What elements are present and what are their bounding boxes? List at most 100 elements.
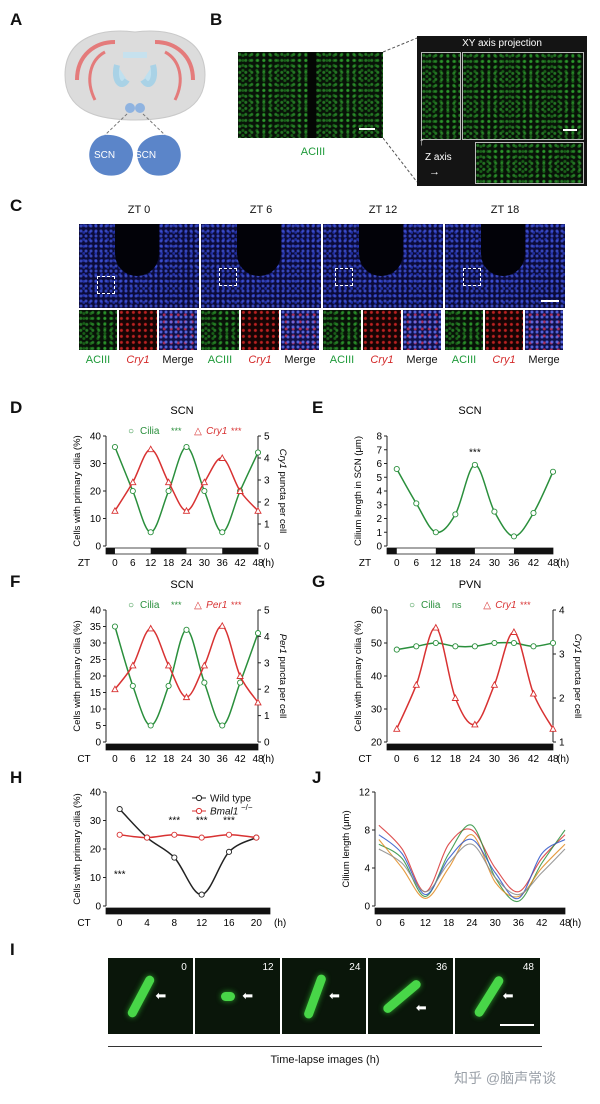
x-tick-label: 42 xyxy=(536,918,548,929)
cilium xyxy=(126,974,157,1019)
time-lapse-divider xyxy=(108,1046,542,1047)
y-tick-label: 0 xyxy=(95,738,101,749)
x-axis-prefix: CT xyxy=(77,754,90,765)
chart-title: SCN xyxy=(170,579,193,591)
panel-i-strip: ⬅ 0 ⬅ 12 ⬅ 24 ⬅ 36 ⬅ 48 xyxy=(108,958,542,1034)
x-axis-unit: (h) xyxy=(262,558,274,569)
scale-bar xyxy=(499,1024,534,1026)
data-point xyxy=(171,854,178,861)
y-tick-label: 4 xyxy=(376,487,382,498)
timepoint-label: ZT 6 xyxy=(249,204,273,216)
channel-label: Merge xyxy=(528,354,560,366)
frame-time-label: 12 xyxy=(262,962,274,973)
y-axis-label: Cells with primary cilia (%) xyxy=(72,620,83,731)
panel-label-b: B xyxy=(210,10,223,29)
y2-tick-label: 5 xyxy=(264,432,270,443)
x-tick-label: 36 xyxy=(217,558,229,569)
x-tick-label: 48 xyxy=(559,918,571,929)
data-point xyxy=(198,891,205,898)
y-tick-label: 10 xyxy=(90,705,102,716)
left-arrow-icon: ⬅ xyxy=(415,1000,427,1015)
y-tick-label: 0 xyxy=(376,542,382,553)
channel-label: Cry1 xyxy=(248,354,272,366)
yz-projection-image xyxy=(421,52,461,140)
data-point xyxy=(146,624,155,632)
series-line xyxy=(119,833,257,839)
zoom-region-box xyxy=(219,268,237,286)
data-point xyxy=(549,639,557,647)
chart-title: SCN xyxy=(458,405,481,417)
legend-significance: *** xyxy=(231,426,242,436)
data-point xyxy=(225,831,233,838)
channel-image-2 xyxy=(403,310,441,350)
x-tick-label: 36 xyxy=(508,558,520,569)
data-point xyxy=(200,661,209,669)
x-axis-unit: (h) xyxy=(262,754,274,765)
time-lapse-frame: ⬅ 0 xyxy=(108,958,193,1034)
panel-label-a: A xyxy=(10,10,23,29)
timepoint-label: ZT 12 xyxy=(368,204,398,216)
timepoint-label: ZT 18 xyxy=(490,204,520,216)
y-axis-label: Cells with primary cilia (%) xyxy=(72,435,83,546)
series-line xyxy=(378,824,566,902)
frame-time-label: 48 xyxy=(522,962,534,973)
cilium xyxy=(302,973,328,1020)
data-point xyxy=(116,806,123,813)
data-point xyxy=(171,831,178,838)
time-lapse-frame: ⬅ 12 xyxy=(194,958,280,1034)
data-point xyxy=(412,680,421,688)
data-point xyxy=(218,621,226,629)
legend-significance: *** xyxy=(520,600,531,610)
channel-image-2 xyxy=(159,310,197,350)
data-point xyxy=(116,831,123,838)
y-tick-label: 8 xyxy=(376,432,382,443)
x-tick-label: 12 xyxy=(145,558,157,569)
third-ventricle xyxy=(237,224,281,276)
time-lapse-frame: ⬅ 48 xyxy=(455,958,540,1034)
legend-marker: △ xyxy=(194,426,202,437)
y-tick-label: 1 xyxy=(376,528,382,539)
data-point xyxy=(237,679,244,686)
legend-significance: ns xyxy=(452,600,462,610)
data-point xyxy=(236,672,244,679)
data-point xyxy=(129,487,136,495)
data-point xyxy=(529,689,538,697)
y-tick-label: 40 xyxy=(371,672,383,683)
zoom-region-box xyxy=(335,268,353,286)
legend-significance: *** xyxy=(171,426,182,436)
time-lapse-caption: Time-lapse images (h) xyxy=(270,1054,380,1066)
channel-image-1 xyxy=(119,310,157,350)
dark-bar xyxy=(106,908,270,914)
panel-label-e: E xyxy=(312,398,324,417)
data-point xyxy=(147,722,154,729)
data-point xyxy=(111,443,118,451)
y-tick-label: 30 xyxy=(90,816,102,827)
significance-annotation: *** xyxy=(168,815,180,826)
data-point xyxy=(549,468,557,475)
dark-bar xyxy=(150,548,187,554)
data-point xyxy=(111,685,119,693)
series-line xyxy=(114,446,259,534)
channel-image-2 xyxy=(525,310,563,350)
zoom-region-box xyxy=(463,268,481,286)
channel-image-0 xyxy=(445,310,483,350)
y-tick-label: 30 xyxy=(90,459,102,470)
data-point xyxy=(236,487,244,494)
dark-bar xyxy=(435,548,475,554)
series-line xyxy=(119,808,257,896)
channel-image-1 xyxy=(485,310,523,350)
data-point xyxy=(491,508,498,515)
y2-axis-label: Cry1 puncta per cell xyxy=(572,634,583,719)
data-point xyxy=(452,643,459,650)
cilium xyxy=(221,992,236,1001)
y-tick-label: 20 xyxy=(90,845,102,856)
y2-tick-label: 3 xyxy=(264,658,270,669)
y-tick-label: 10 xyxy=(90,514,102,525)
data-point xyxy=(549,724,557,732)
legend-marker: ○ xyxy=(409,600,415,611)
x-axis-right-arrow-icon: → xyxy=(429,166,440,178)
x-axis-unit: (h) xyxy=(557,558,569,569)
data-point xyxy=(254,506,262,514)
